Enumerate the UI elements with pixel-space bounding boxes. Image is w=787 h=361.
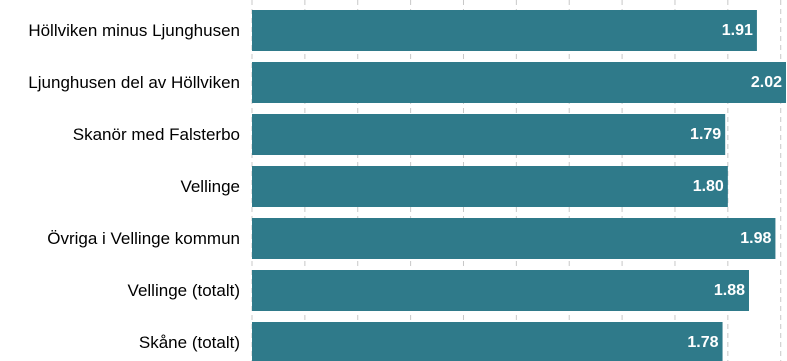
bars bbox=[252, 10, 786, 361]
bar bbox=[252, 270, 749, 311]
category-label: Ljunghusen del av Höllviken bbox=[28, 73, 240, 92]
category-label: Höllviken minus Ljunghusen bbox=[28, 21, 240, 40]
bar bbox=[252, 10, 757, 51]
bar bbox=[252, 218, 776, 259]
category-label: Vellinge (totalt) bbox=[128, 281, 240, 300]
value-label: 1.79 bbox=[690, 126, 721, 143]
value-label: 1.78 bbox=[687, 334, 718, 351]
bar bbox=[252, 166, 728, 207]
value-label: 1.88 bbox=[714, 282, 745, 299]
value-label: 1.80 bbox=[693, 178, 724, 195]
bar bbox=[252, 62, 786, 103]
value-label: 1.98 bbox=[740, 230, 771, 247]
value-label: 2.02 bbox=[751, 74, 782, 91]
category-label: Skåne (totalt) bbox=[139, 333, 240, 352]
value-label: 1.91 bbox=[722, 22, 753, 39]
bar bbox=[252, 322, 723, 361]
category-labels: Höllviken minus Ljunghusen Ljunghusen del… bbox=[28, 21, 240, 352]
category-label: Vellinge bbox=[180, 177, 240, 196]
value-labels: 1.91 2.02 1.79 1.80 1.98 1.88 1.78 bbox=[687, 22, 782, 351]
category-label: Övriga i Vellinge kommun bbox=[47, 229, 240, 248]
category-label: Skanör med Falsterbo bbox=[73, 125, 240, 144]
bar bbox=[252, 114, 726, 155]
